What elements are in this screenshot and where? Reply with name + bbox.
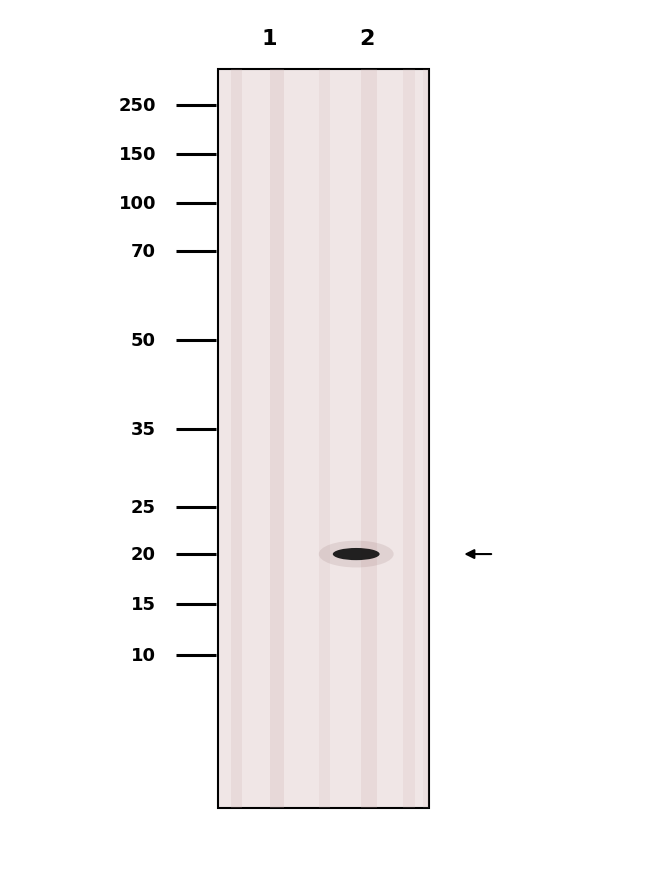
Bar xyxy=(361,70,377,808)
Bar xyxy=(422,70,429,808)
Text: 50: 50 xyxy=(131,332,156,349)
Bar xyxy=(231,70,242,808)
Text: 250: 250 xyxy=(118,97,156,115)
Bar xyxy=(318,70,330,808)
Text: 70: 70 xyxy=(131,243,156,261)
Ellipse shape xyxy=(318,541,394,567)
Ellipse shape xyxy=(333,548,380,561)
Text: 35: 35 xyxy=(131,421,156,438)
Text: 150: 150 xyxy=(118,146,156,163)
Text: 1: 1 xyxy=(262,30,278,49)
Bar xyxy=(270,70,284,808)
Text: 25: 25 xyxy=(131,499,156,516)
Bar xyxy=(403,70,415,808)
Text: 20: 20 xyxy=(131,546,156,563)
Text: 10: 10 xyxy=(131,647,156,664)
Text: 100: 100 xyxy=(118,195,156,212)
Text: 2: 2 xyxy=(359,30,375,49)
Bar xyxy=(218,70,429,808)
Text: 15: 15 xyxy=(131,595,156,613)
